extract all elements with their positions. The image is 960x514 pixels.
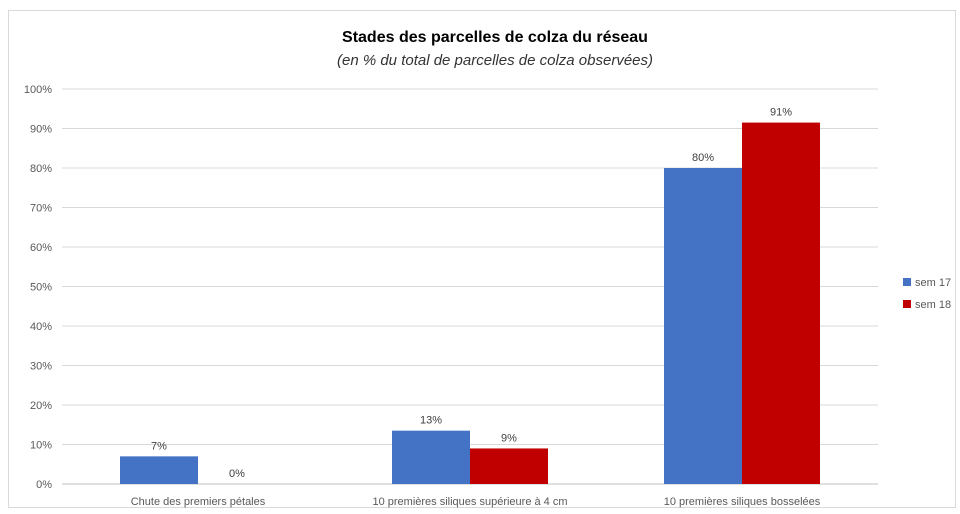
data-label: 91% (770, 107, 792, 119)
y-tick-label: 30% (30, 361, 52, 373)
chart-title: Stades des parcelles de colza du réseau (342, 29, 648, 46)
bar-sem-17-2 (664, 168, 742, 484)
data-label: 7% (151, 440, 167, 452)
y-tick-label: 50% (30, 282, 52, 294)
bar-sem-17-0 (120, 456, 198, 484)
legend-label: sem 18 (915, 299, 951, 311)
category-label: 10 premières siliques supérieure à 4 cm (372, 496, 567, 508)
y-tick-label: 80% (30, 163, 52, 175)
legend-swatch (903, 300, 911, 308)
bar-sem-17-1 (392, 430, 470, 484)
bar-sem-18-1 (470, 448, 548, 484)
data-label: 80% (692, 152, 714, 164)
y-tick-label: 10% (30, 440, 52, 452)
category-label: Chute des premiers pétales (131, 496, 266, 508)
category-label: 10 premières siliques bosselées (664, 496, 821, 508)
data-label: 0% (229, 468, 245, 480)
y-tick-label: 100% (24, 84, 52, 96)
legend-swatch (903, 278, 911, 286)
y-tick-label: 60% (30, 242, 52, 254)
y-tick-label: 90% (30, 124, 52, 136)
y-tick-label: 20% (30, 400, 52, 412)
data-label: 9% (501, 432, 517, 444)
y-tick-label: 0% (36, 479, 52, 491)
chart-subtitle: (en % du total de parcelles de colza obs… (336, 52, 653, 69)
legend-label: sem 17 (915, 277, 951, 289)
data-label: 13% (420, 415, 442, 427)
y-tick-label: 70% (30, 203, 52, 215)
y-tick-label: 40% (30, 321, 52, 333)
bar-sem-18-2 (742, 122, 820, 484)
